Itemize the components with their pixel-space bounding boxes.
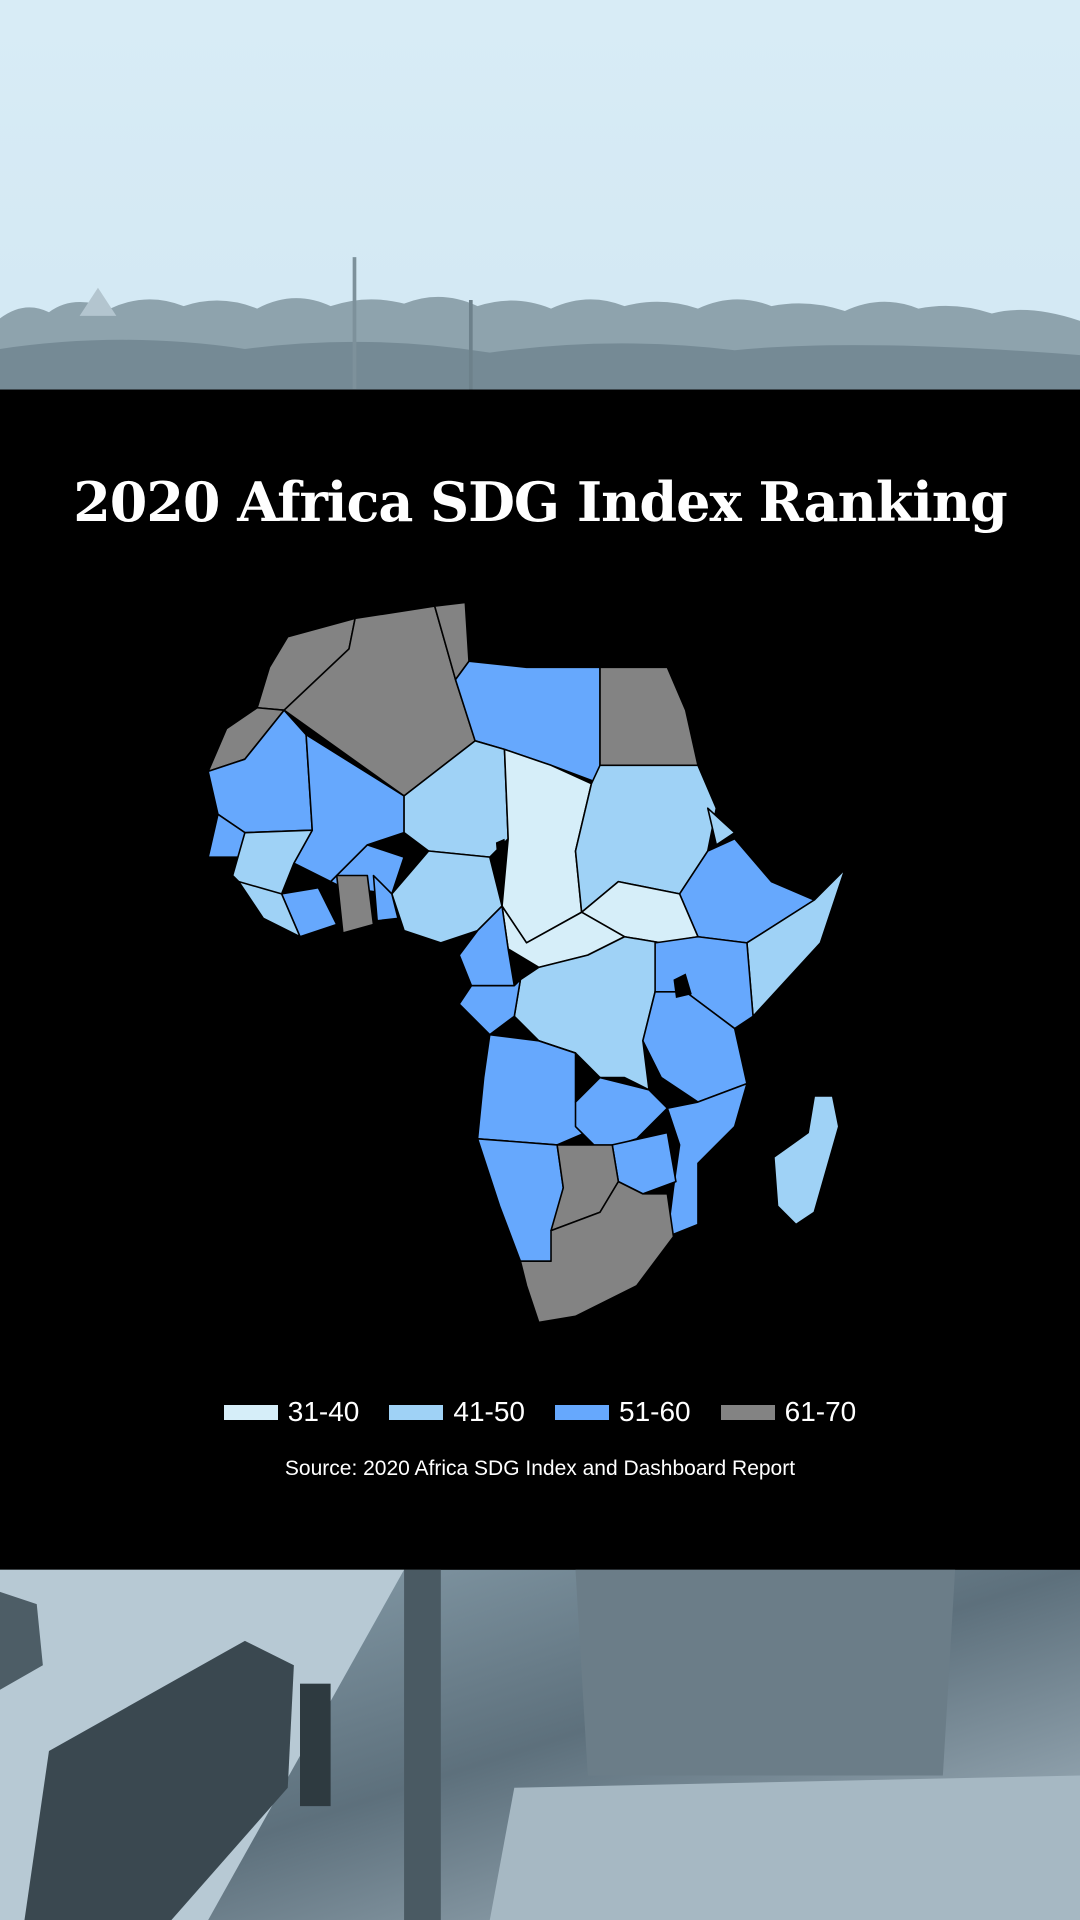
source-note: Source: 2020 Africa SDG Index and Dashbo… — [284, 1457, 796, 1480]
country-cod — [513, 935, 663, 1091]
bottom-photo — [0, 1569, 1080, 1920]
lake-chad — [495, 838, 507, 858]
legend-swatch — [223, 1404, 278, 1420]
legend-item-61-70: 61-70 — [720, 1396, 857, 1428]
legend-item-51-60: 51-60 — [555, 1396, 691, 1428]
legend-label: 41-50 — [453, 1396, 525, 1427]
country-som — [746, 868, 846, 1018]
lake-victoria — [673, 973, 692, 998]
country-egy — [599, 666, 699, 767]
country-mdg — [773, 1095, 840, 1226]
country-cog — [458, 978, 522, 1036]
legend-label: 51-60 — [619, 1396, 691, 1427]
country-lbr — [237, 880, 301, 938]
country-zaf — [519, 1180, 675, 1324]
top-photo — [0, 0, 1080, 390]
country-zmb — [574, 1076, 669, 1152]
legend-item-31-40: 31-40 — [223, 1396, 360, 1428]
africa-map — [207, 601, 846, 1324]
legend-swatch — [389, 1404, 444, 1420]
country-gha — [335, 874, 375, 934]
page-title: 2020 Africa SDG Index Ranking — [73, 470, 1008, 534]
legend-label: 61-70 — [784, 1396, 857, 1427]
legend-swatch — [555, 1404, 609, 1420]
country-eri — [706, 807, 736, 846]
legend-item-41-50: 41-50 — [389, 1396, 525, 1428]
country-ben — [372, 874, 399, 922]
country-moz — [666, 1082, 748, 1238]
legend-label: 31-40 — [287, 1396, 360, 1427]
legend: 31-40 41-50 51-60 61-70 — [0, 1396, 1080, 1428]
legend-swatch — [720, 1404, 775, 1420]
